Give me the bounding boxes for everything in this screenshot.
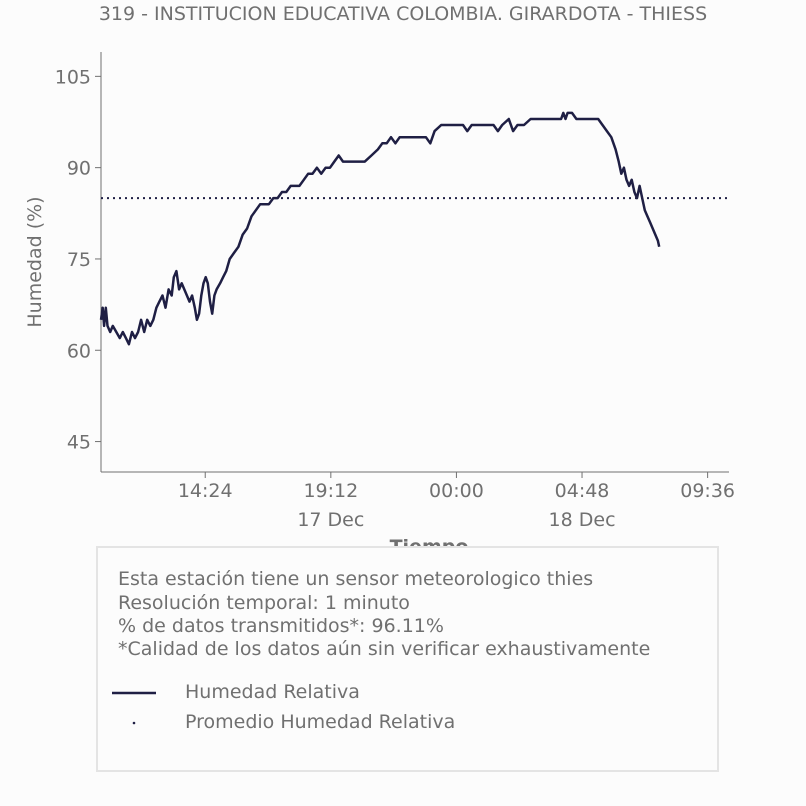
humidity-chart: 45 60 75 90 105 14:24 19:12 17 Dec 00:00 04:48 18 … (24, 52, 735, 558)
chart-title: 319 - INSTITUCION EDUCATIVA COLOMBIA. GI… (98, 3, 708, 25)
y-tick-label: 75 (67, 249, 91, 271)
x-tick-label: 14:24 (178, 480, 233, 502)
x-tick-label: 04:48 (555, 480, 610, 502)
y-axis-label: Humedad (%) (24, 196, 46, 327)
legend-label-humidity: Humedad Relativa (185, 681, 360, 703)
info-box: Esta estación tiene un sensor meteorolog… (96, 546, 719, 772)
y-tick-label: 105 (55, 66, 91, 88)
x-tick-label: 19:12 (303, 480, 358, 502)
x-date-label: 17 Dec (297, 509, 364, 531)
legend-label-average: Promedio Humedad Relativa (185, 711, 456, 733)
x-tick-label: 00:00 (429, 480, 484, 502)
data-transmitted: % de datos transmitidos*: 96.11% (118, 615, 444, 637)
y-tick-label: 90 (67, 158, 91, 180)
y-tick-label: 60 (67, 340, 91, 362)
x-tick-label: 09:36 (680, 480, 735, 502)
x-date-label: 18 Dec (549, 509, 616, 531)
legend-line-marker (112, 691, 156, 695)
humidity-line (99, 111, 661, 346)
legend-dot-marker (132, 721, 136, 725)
y-tick-label: 45 (67, 432, 91, 454)
data-quality-note: *Calidad de los datos aún sin verificar … (118, 638, 651, 660)
sensor-info: Esta estación tiene un sensor meteorolog… (118, 568, 594, 590)
temporal-resolution: Resolución temporal: 1 minuto (118, 592, 410, 614)
